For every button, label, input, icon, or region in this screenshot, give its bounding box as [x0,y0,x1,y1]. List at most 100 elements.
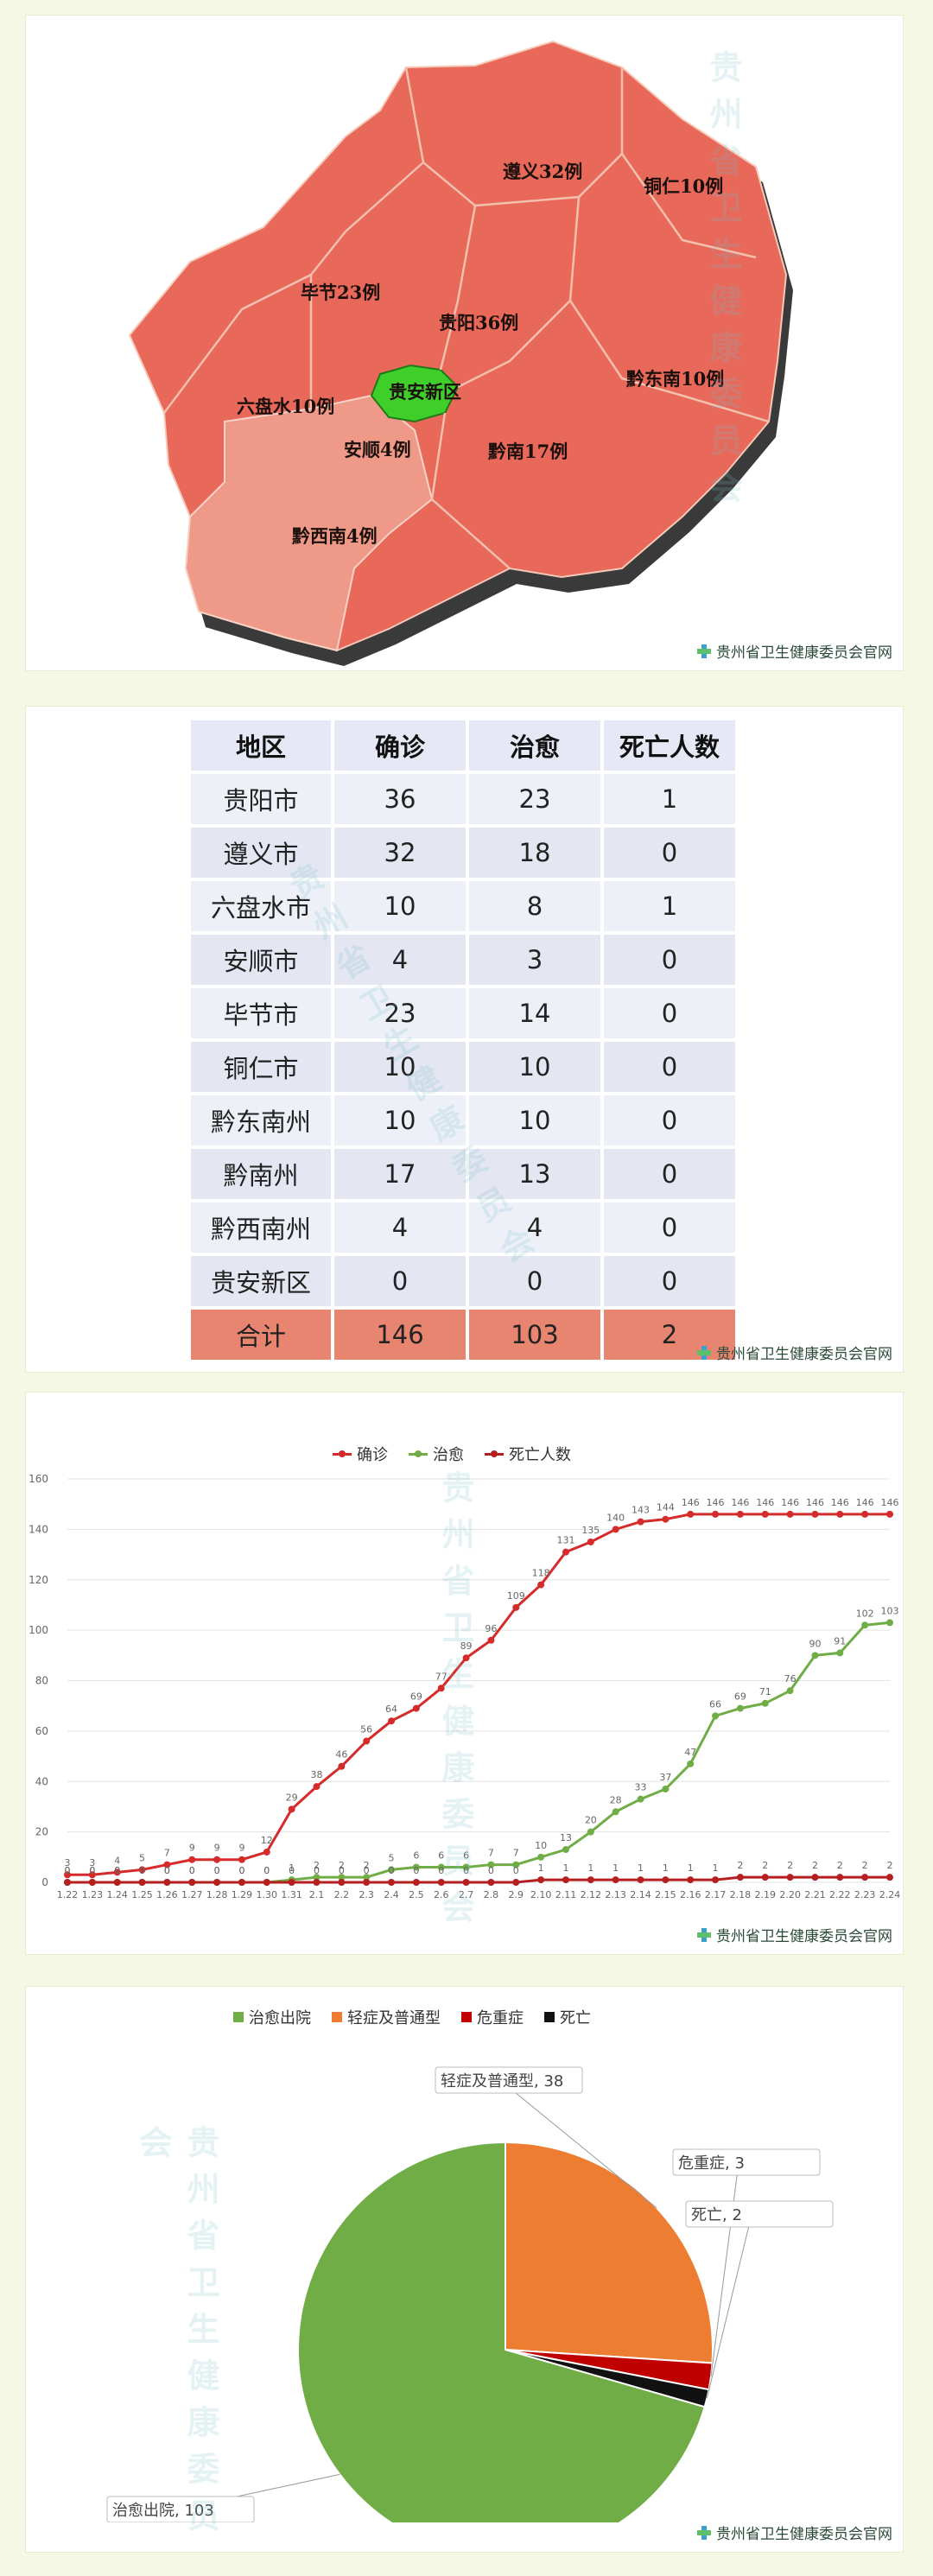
region-label-qiandongnan: 黔东南10例 [626,368,724,390]
data-label: 2 [339,1860,345,1871]
data-label: 2 [762,1860,768,1871]
legend-item: 死亡人数 [485,1443,571,1465]
pie-chart-panel: 治愈出院 轻症及普通型 危重症 死亡 轻症及普通型, 38 危重症, 3 死亡, 2 治愈出… [26,1987,903,2552]
data-label: 0 [389,1865,395,1876]
data-point [712,1510,720,1518]
data-point [637,1795,644,1803]
data-label: 0 [214,1865,220,1876]
table-row: 贵阳市 36 23 1 [191,774,735,824]
data-label: 0 [238,1865,244,1876]
line-legend: 确诊 治愈 死亡人数 [333,1443,571,1465]
x-tick-label: 2.10 [530,1889,552,1900]
x-tick-label: 2.6 [434,1889,449,1900]
data-label: 20 [585,1815,597,1826]
data-label: 2 [887,1860,893,1871]
data-label: 146 [756,1497,774,1508]
x-tick-label: 1.28 [206,1889,228,1900]
stats-table: 地区 确诊 治愈 死亡人数 贵阳市 36 23 1 遵义市 32 18 0 六盘水市 10 8 1 安顺… [187,717,739,1363]
pie-legend: 治愈出院 轻症及普通型 危重症 死亡 [233,2006,591,2028]
table-row: 六盘水市 10 8 1 [191,881,735,931]
table-cell: 贵安新区 [191,1256,331,1306]
data-label: 0 [164,1865,170,1876]
data-label: 0 [114,1865,120,1876]
data-label: 0 [364,1865,370,1876]
table-row: 遵义市 32 18 0 [191,828,735,878]
x-tick-label: 2.24 [879,1889,901,1900]
pie-chart: 轻症及普通型, 38 危重症, 3 死亡, 2 治愈出院, 103 [106,2066,834,2522]
data-label: 146 [806,1497,824,1508]
data-point [637,1518,644,1526]
table-cell: 黔南州 [191,1149,331,1199]
table-cell: 0 [604,828,735,878]
data-label: 29 [286,1792,298,1803]
data-point [587,1876,594,1884]
data-label: 33 [635,1782,647,1793]
legend-swatch [409,1450,428,1457]
table-cell: 0 [469,1256,600,1306]
data-point [313,1879,321,1886]
data-label: 0 [65,1865,71,1876]
data-label: 9 [214,1843,220,1854]
y-tick-label: 60 [35,1725,48,1737]
data-label: 2 [314,1860,320,1871]
data-point [587,1828,594,1836]
data-label: 1 [638,1862,644,1874]
data-point [238,1879,245,1886]
x-tick-label: 2.18 [730,1889,752,1900]
region-label-zunyi: 遵义32例 [503,161,582,182]
legend-swatch [461,2012,472,2022]
data-label: 56 [360,1724,372,1735]
data-point [637,1876,644,1884]
table-cell: 23 [334,988,466,1038]
x-tick-label: 2.5 [409,1889,424,1900]
data-label: 0 [89,1865,95,1876]
map-panel: 遵义32例 铜仁10例 毕节23例 贵阳36例 贵安新区 黔东南10例 六盘水1… [26,16,903,670]
legend-item: 死亡 [544,2006,591,2028]
y-tick-label: 140 [29,1523,48,1535]
data-point [113,1869,121,1876]
legend-label: 死亡 [560,2009,591,2027]
data-label: 38 [310,1769,322,1780]
source-text: 贵州省卫生健康委员会官网 [716,644,892,662]
data-label: 0 [189,1865,195,1876]
data-label: 1 [289,1862,295,1874]
source-label: 贵州省卫生健康委员会官网 [697,1924,892,1945]
data-label: 146 [831,1497,849,1508]
data-label: 0 [164,1865,170,1876]
data-point [836,1649,844,1657]
legend-label: 治愈 [433,1446,464,1464]
table-cell: 103 [469,1310,600,1360]
data-point [886,1619,893,1627]
data-point [562,1548,569,1556]
table-cell: 六盘水市 [191,881,331,931]
table-cell: 13 [469,1149,600,1199]
data-label: 0 [513,1865,519,1876]
data-point [786,1874,794,1881]
data-label: 6 [438,1850,444,1861]
data-label: 0 [114,1865,120,1876]
data-point [238,1856,245,1863]
data-point [687,1760,695,1767]
x-tick-label: 2.2 [334,1889,350,1900]
region-label-anshun: 安顺4例 [344,439,411,460]
data-label: 146 [731,1497,749,1508]
data-point [412,1704,420,1712]
slice-label: 死亡, 2 [691,2206,742,2224]
table-cell: 4 [334,1202,466,1253]
data-label: 4 [114,1855,120,1866]
table-row: 黔西南州 4 4 0 [191,1202,735,1253]
table-row: 铜仁市 10 10 0 [191,1042,735,1092]
data-label: 0 [463,1865,469,1876]
data-point [761,1874,769,1881]
data-point [886,1510,893,1518]
data-label: 10 [535,1840,547,1851]
data-label: 0 [139,1865,145,1876]
data-label: 66 [709,1698,721,1710]
x-tick-label: 1.31 [281,1889,302,1900]
region-label-guiyang: 贵阳36例 [439,312,518,333]
data-label: 7 [164,1848,170,1859]
data-point [412,1879,420,1886]
table-cell: 32 [334,828,466,878]
table-cell: 10 [334,881,466,931]
